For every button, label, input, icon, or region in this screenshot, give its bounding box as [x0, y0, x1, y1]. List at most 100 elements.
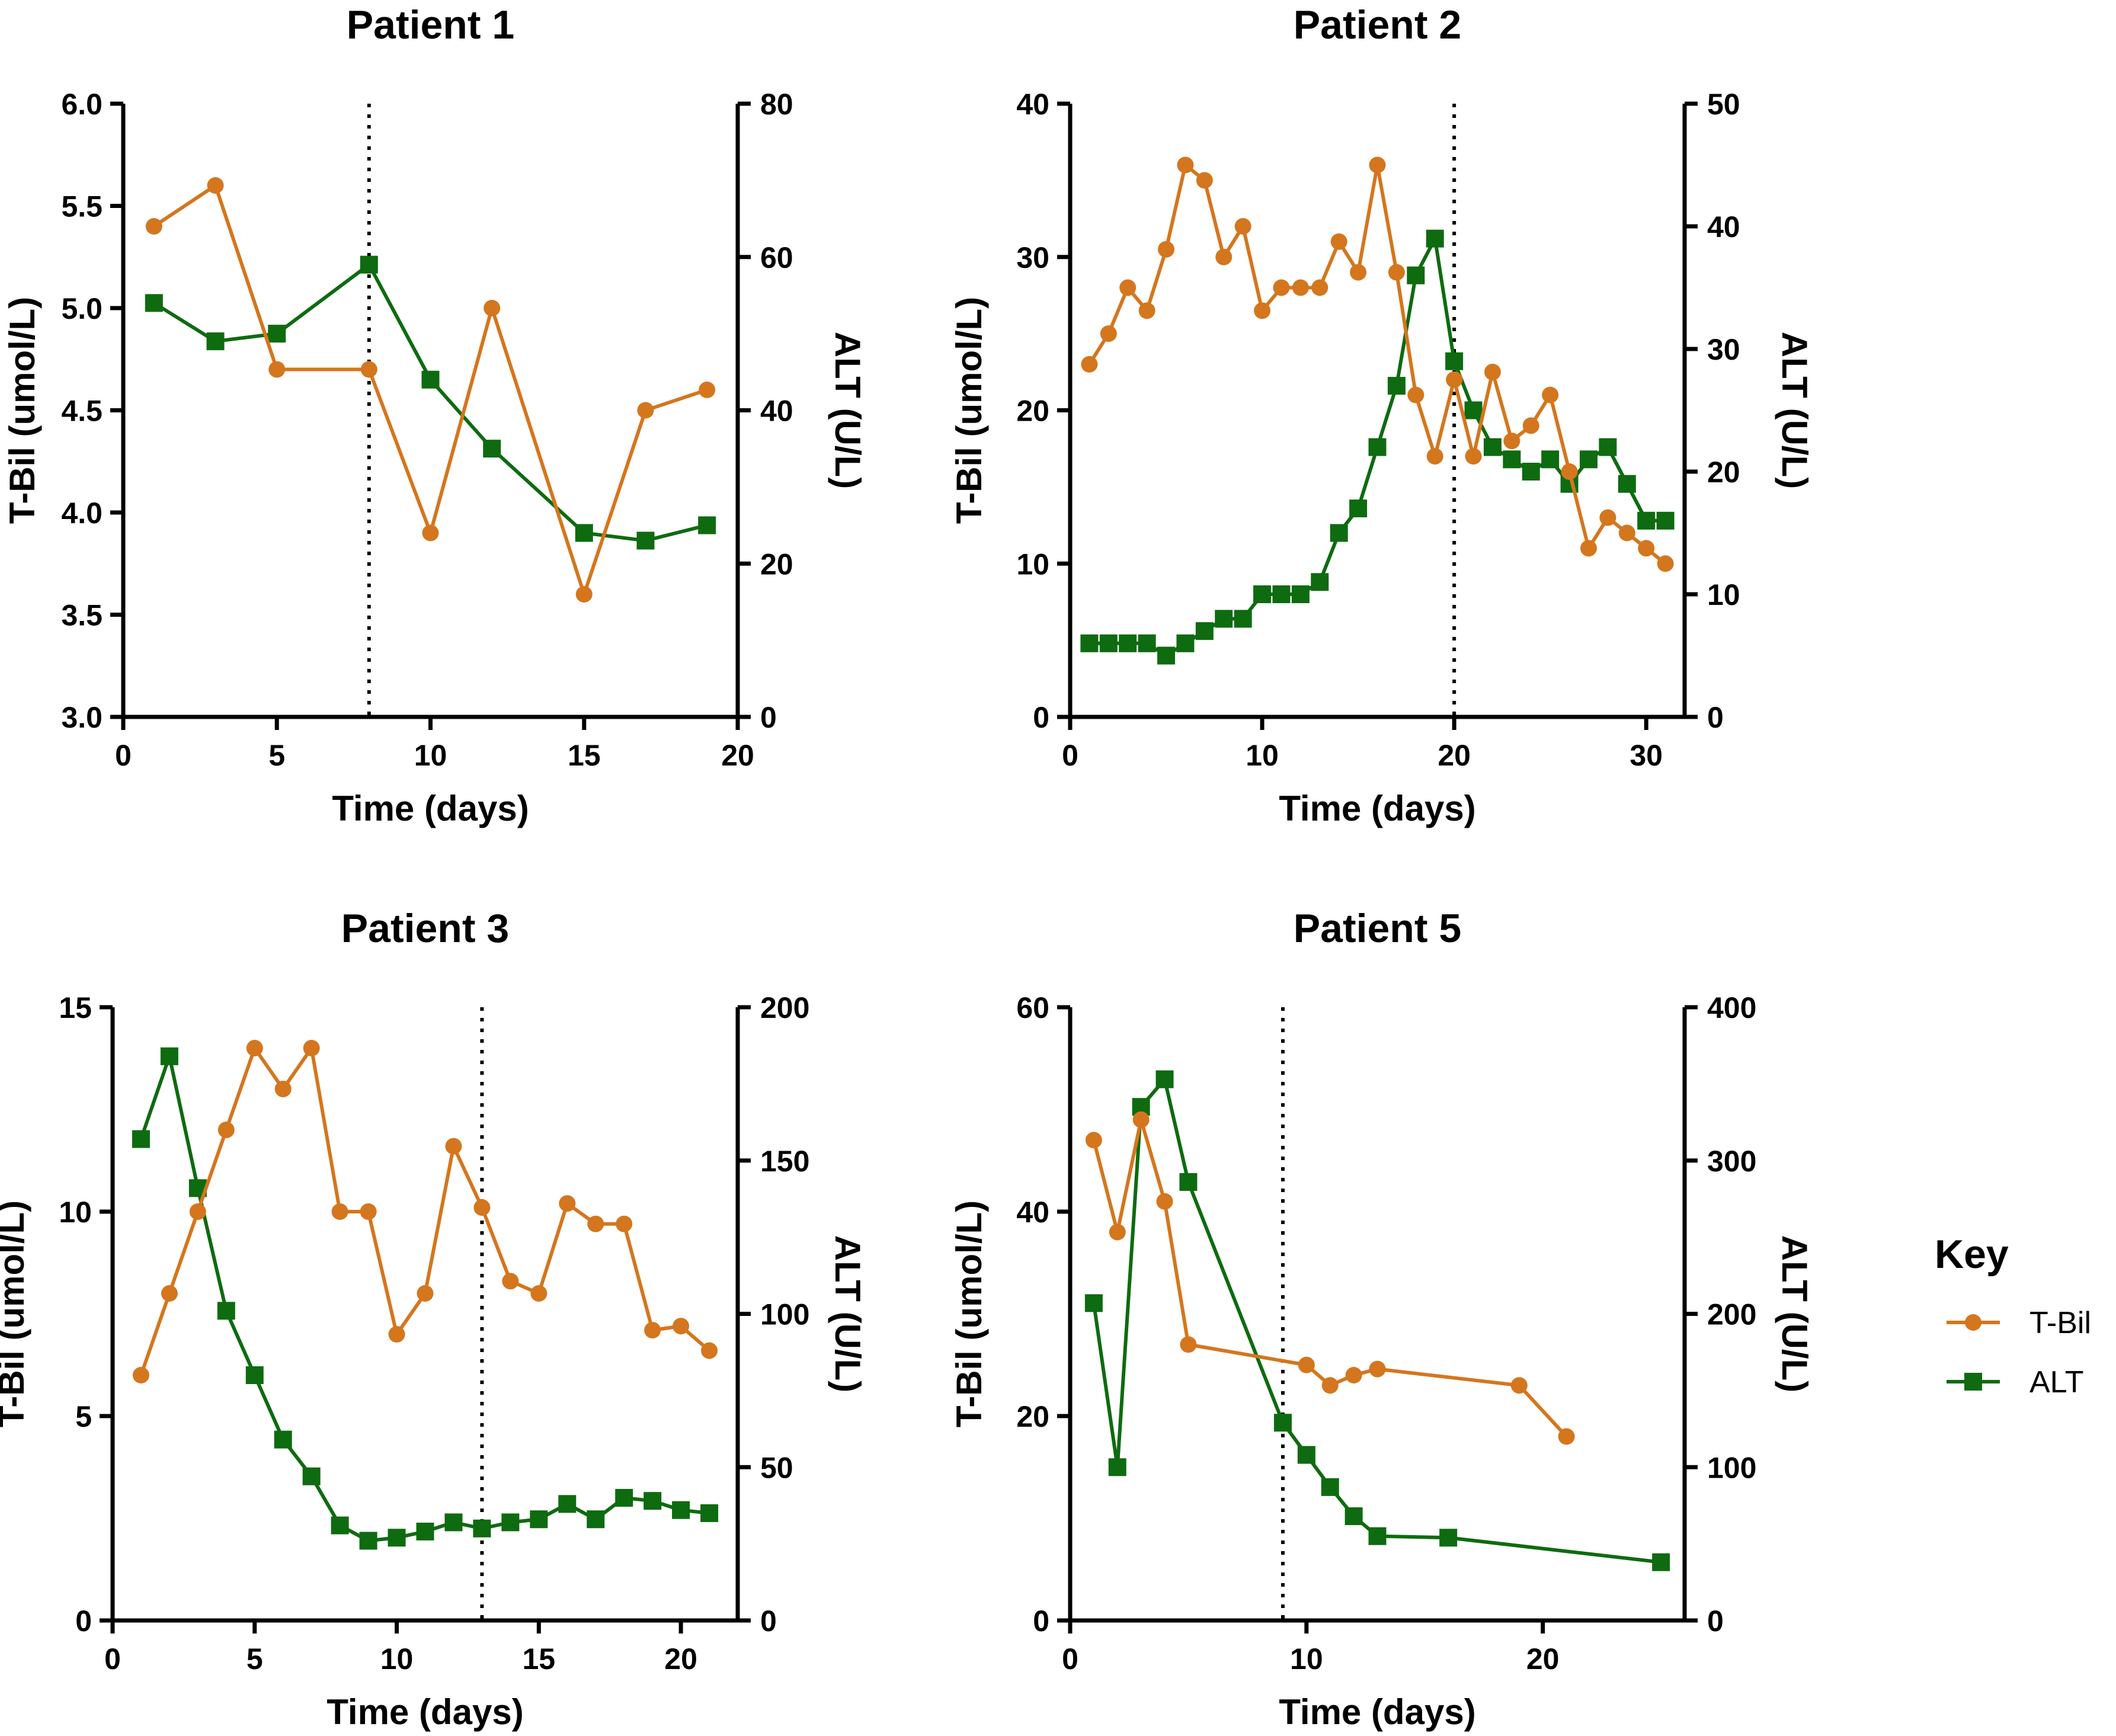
data-point: [1132, 1111, 1150, 1128]
data-point: [1561, 463, 1578, 480]
chart-panel-1: Patient 1 Time (days) T-Bil (umol/L) ALT (U…: [2, 2, 867, 828]
legend-entry-alt: ALT: [1947, 1365, 2084, 1399]
y-tick-label-right: 0: [760, 1604, 777, 1638]
data-point: [1311, 573, 1329, 591]
data-point: [1446, 371, 1463, 388]
legend: Key T-Bil ALT: [1935, 1232, 2091, 1399]
data-point: [1618, 475, 1636, 493]
data-point: [1541, 450, 1560, 469]
x-tick-label: 5: [268, 739, 285, 772]
data-point: [1157, 646, 1176, 665]
x-tick-label: 0: [1062, 1642, 1078, 1676]
series-line: [1091, 1077, 1662, 1564]
data-point: [637, 402, 654, 419]
y-tick-label-right: 100: [760, 1298, 809, 1331]
data-point: [1445, 352, 1464, 370]
data-point: [1510, 1377, 1528, 1394]
data-point: [615, 1489, 633, 1507]
data-point: [1426, 229, 1444, 248]
y-tick-label-left: 40: [1016, 1196, 1049, 1229]
chart-panels: Patient 1 Time (days) T-Bil (umol/L) ALT (U…: [0, 2, 1814, 1732]
data-point: [388, 1326, 405, 1343]
y-tick-label-left: 10: [59, 1196, 92, 1229]
data-point: [1297, 1446, 1315, 1464]
data-point: [636, 531, 655, 550]
y-tick-label-left: 3.5: [61, 599, 103, 632]
data-point: [445, 1138, 462, 1155]
data-point: [1483, 438, 1502, 456]
x-tick-label: 15: [568, 739, 601, 772]
data-point: [268, 325, 286, 343]
chart-title: Patient 5: [1294, 906, 1461, 951]
data-point: [698, 516, 716, 534]
data-point: [302, 1467, 321, 1485]
data-point: [502, 1273, 519, 1290]
y-tick-label-right: 0: [1707, 1604, 1724, 1638]
chart-panel-3: Patient 3 Time (days) T-Bil (umol/L) ALT (U…: [0, 906, 867, 1732]
y-tick-label-left: 3.0: [61, 701, 103, 734]
data-point: [1426, 448, 1443, 465]
data-point: [1638, 540, 1655, 557]
data-point: [1465, 448, 1482, 465]
data-point: [644, 1492, 662, 1510]
series-t-bil: [1081, 156, 1674, 572]
y-tick-label-left: 20: [1016, 1400, 1049, 1433]
chart-panel-2: Patient 2 Time (days) T-Bil (umol/L) ALT (U…: [949, 2, 1814, 828]
y-tick-label-right: 60: [760, 241, 793, 274]
data-point: [1273, 1414, 1292, 1432]
chart-title: Patient 3: [341, 906, 509, 951]
series-alt: [145, 255, 716, 550]
y-tick-label-left: 0: [1033, 1604, 1049, 1638]
y-axis-label-left: T-Bil (umol/L): [0, 1200, 31, 1427]
data-point: [1522, 463, 1540, 481]
y-tick-label-right: 30: [1707, 333, 1740, 366]
y-tick-label-left: 5.5: [61, 190, 103, 223]
data-point: [206, 332, 225, 351]
data-point: [388, 1529, 406, 1547]
series-line: [139, 1046, 711, 1376]
data-point: [1234, 218, 1251, 235]
data-point: [1272, 585, 1291, 603]
data-point: [132, 1367, 149, 1383]
data-point: [1368, 1527, 1387, 1545]
data-point: [1618, 524, 1635, 542]
data-point: [587, 1510, 605, 1529]
data-point: [1330, 524, 1348, 542]
data-point: [501, 1513, 520, 1532]
data-point: [672, 1501, 690, 1519]
y-axis-label-right: ALT (U/L): [828, 332, 867, 489]
data-point: [1439, 1529, 1458, 1547]
data-point: [558, 1495, 577, 1513]
data-point: [246, 1040, 263, 1056]
y-axis-label-right: ALT (U/L): [1775, 1235, 1814, 1392]
data-point: [473, 1519, 491, 1538]
data-point: [530, 1285, 548, 1302]
data-point: [1503, 450, 1521, 469]
data-point: [1292, 279, 1309, 296]
data-point: [1387, 377, 1406, 395]
y-tick-label-left: 20: [1016, 395, 1049, 428]
data-point: [483, 440, 501, 458]
data-point: [1350, 264, 1367, 281]
data-point: [1099, 634, 1118, 652]
x-tick-label: 20: [1526, 1642, 1560, 1676]
data-point: [1652, 1553, 1670, 1571]
x-tick-label: 15: [523, 1642, 556, 1676]
x-axis-label: Time (days): [1279, 1692, 1475, 1732]
data-point: [331, 1203, 348, 1220]
data-point: [1311, 279, 1328, 296]
y-tick-label-right: 100: [1707, 1451, 1756, 1484]
data-point: [161, 1285, 178, 1302]
data-point: [132, 1130, 150, 1148]
data-point: [701, 1342, 718, 1359]
y-axis-label-left: T-Bil (umol/L): [949, 1200, 989, 1427]
data-point: [1345, 1367, 1362, 1383]
data-point: [360, 255, 378, 274]
data-point: [1195, 622, 1214, 640]
y-tick-label-left: 0: [75, 1604, 92, 1638]
data-point: [1298, 1356, 1315, 1373]
x-tick-label: 20: [1438, 739, 1471, 772]
legend-marker: [1964, 1373, 1982, 1391]
data-point: [700, 1504, 719, 1522]
